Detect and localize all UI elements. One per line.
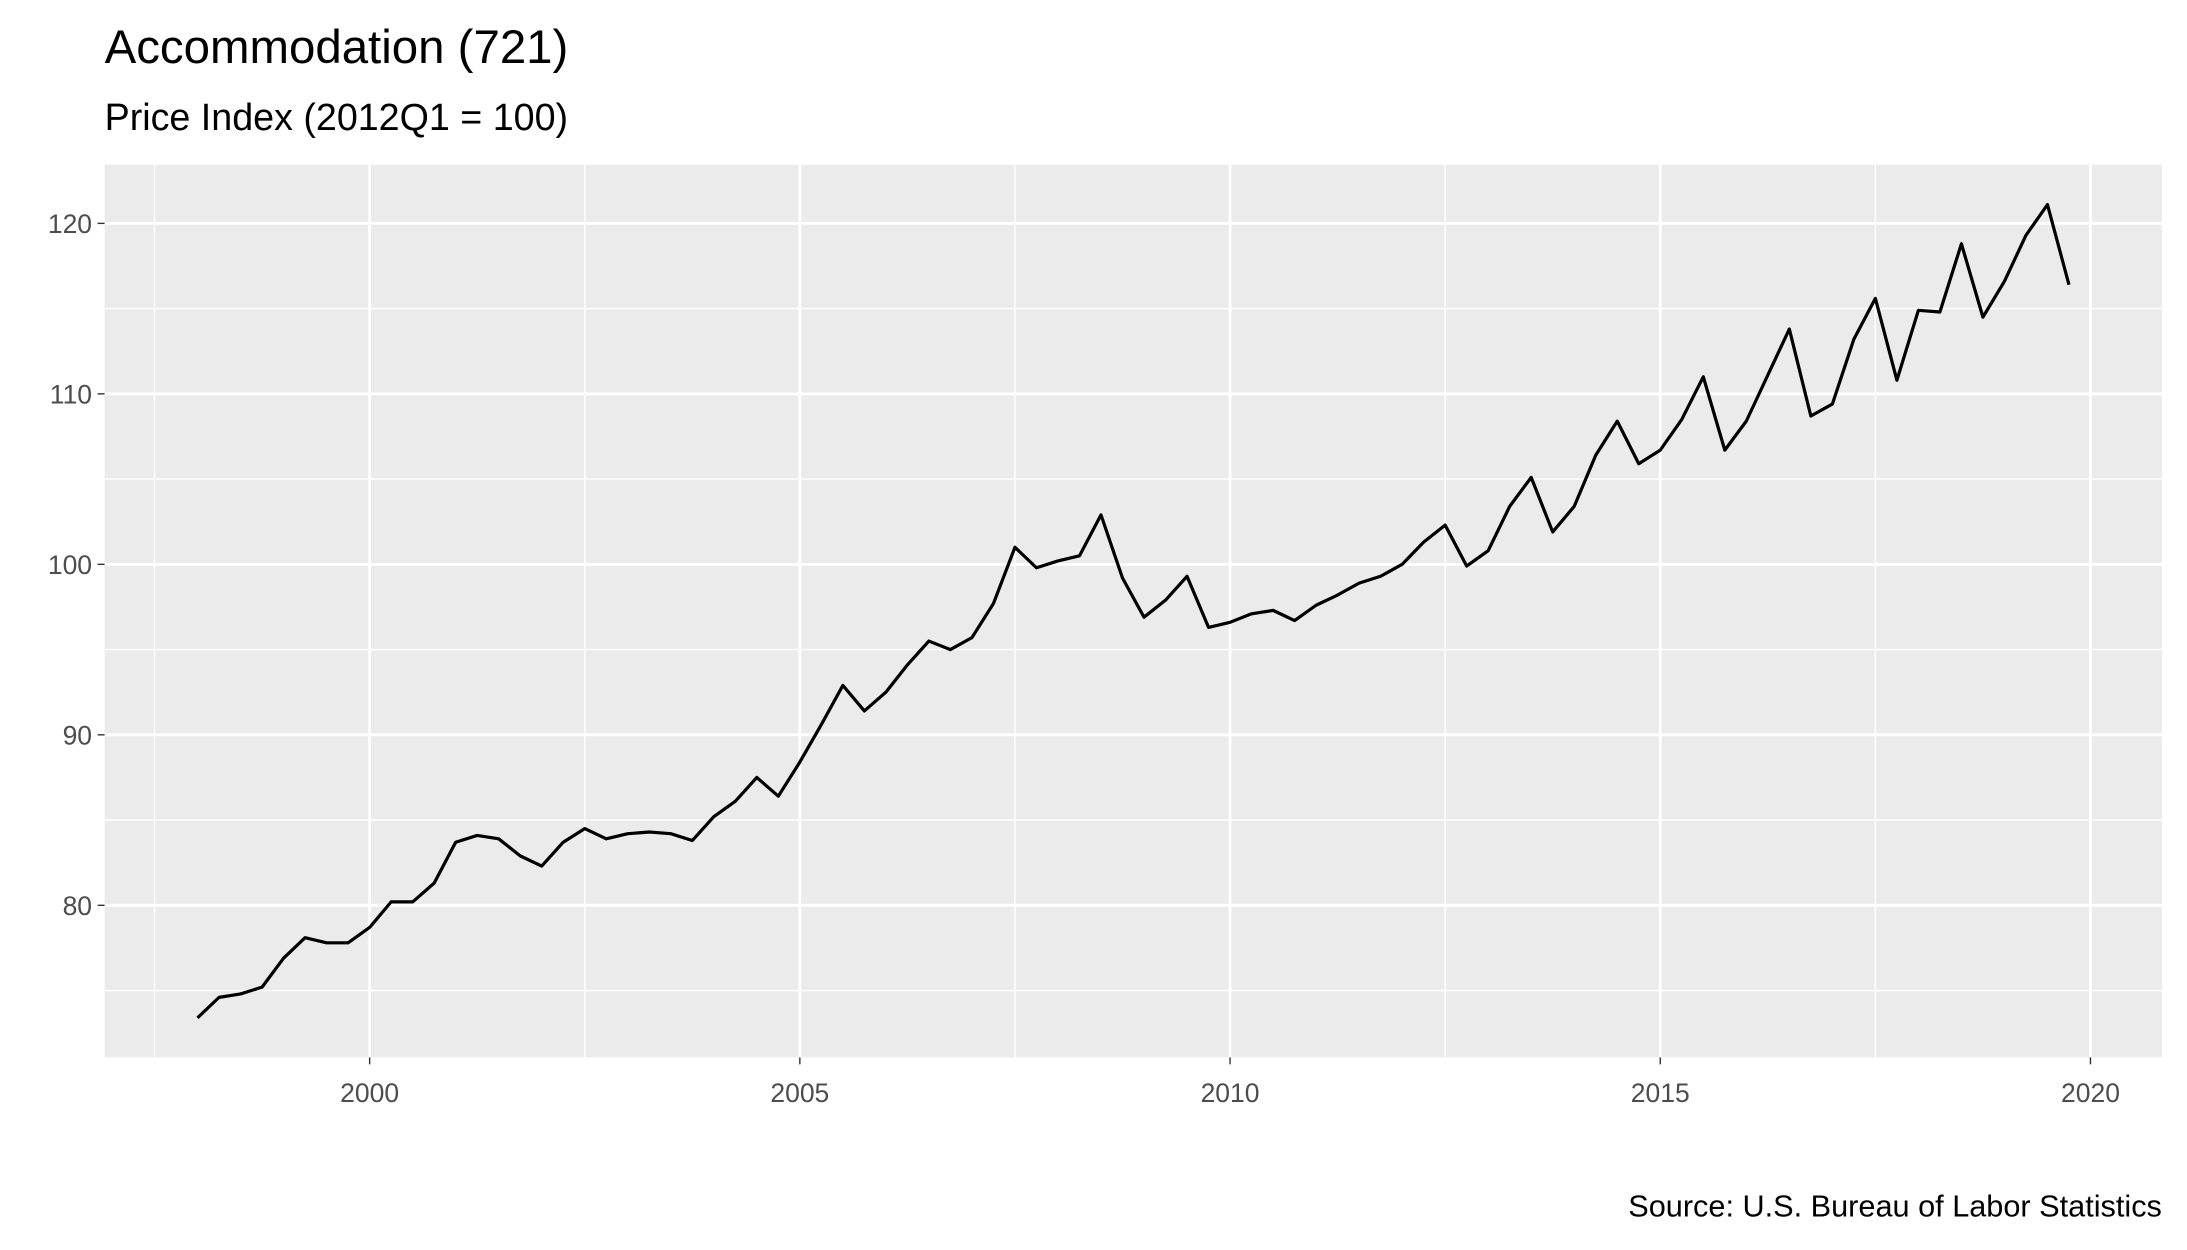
chart-subtitle: Price Index (2012Q1 = 100)	[105, 96, 568, 138]
line	[196, 203, 2071, 1019]
grid	[104, 164, 2162, 1058]
y-tick-label: 110	[50, 380, 92, 410]
chart-title: Accommodation (721)	[105, 21, 569, 74]
x-tick-label: 2010	[1201, 1078, 1260, 1108]
y-tick-label: 80	[63, 891, 92, 921]
y-tick-label: 120	[48, 209, 92, 239]
x-tick-label: 2015	[1631, 1078, 1690, 1108]
x-tick-label: 2020	[2061, 1078, 2120, 1108]
y-tick-label: 90	[63, 721, 92, 751]
x-tick-label: 2000	[340, 1078, 399, 1108]
caption: Source: U.S. Bureau of Labor Statistics	[1628, 1188, 2162, 1223]
panel	[104, 164, 2162, 1058]
x-tick-label: 2005	[770, 1078, 829, 1108]
y-tick-label: 100	[48, 550, 92, 580]
